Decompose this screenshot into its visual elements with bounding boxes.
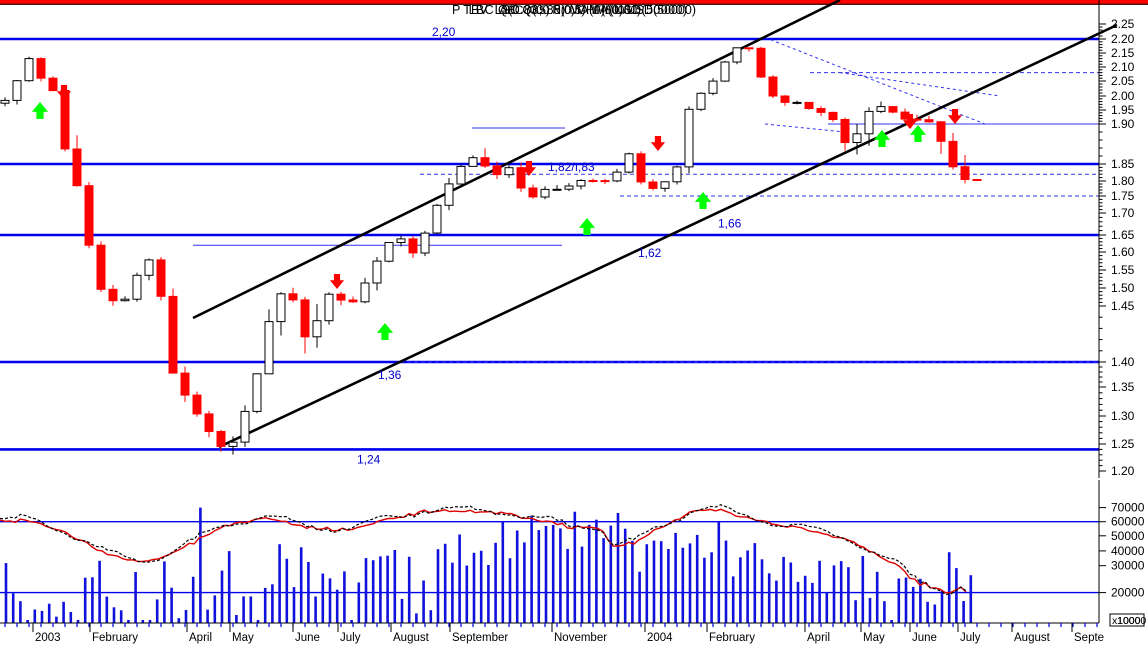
svg-text:2,20: 2,20	[432, 25, 456, 39]
svg-text:1.85: 1.85	[1111, 157, 1135, 171]
svg-text:1,66: 1,66	[718, 217, 742, 231]
svg-text:1.60: 1.60	[1111, 245, 1135, 259]
svg-text:1,62: 1,62	[638, 246, 662, 260]
svg-text:February: February	[92, 632, 138, 644]
svg-text:June: June	[912, 632, 937, 644]
svg-text:April: April	[189, 632, 212, 644]
svg-text:1.35: 1.35	[1111, 380, 1135, 394]
svg-text:10000: 10000	[1117, 615, 1146, 627]
svg-text:40000: 40000	[1111, 544, 1145, 558]
svg-text:February: February	[709, 632, 755, 644]
svg-text:2.00: 2.00	[1111, 89, 1135, 103]
svg-text:1.40: 1.40	[1111, 355, 1135, 369]
svg-text:August: August	[1014, 632, 1051, 644]
svg-text:1.30: 1.30	[1111, 409, 1135, 423]
svg-text:May: May	[863, 632, 885, 644]
svg-text:September: September	[452, 632, 508, 644]
svg-text:60000: 60000	[1111, 515, 1145, 529]
svg-text:2003: 2003	[35, 632, 61, 644]
svg-text:May: May	[232, 632, 254, 644]
svg-text:1.75: 1.75	[1111, 189, 1135, 203]
svg-text:Septe: Septe	[1074, 632, 1104, 644]
svg-text:July: July	[340, 632, 361, 644]
svg-text:50000: 50000	[1111, 529, 1145, 543]
svg-text:1.95: 1.95	[1111, 103, 1135, 117]
svg-text:20000: 20000	[1111, 586, 1145, 600]
svg-text:1,36: 1,36	[378, 368, 402, 382]
svg-text:April: April	[807, 632, 830, 644]
svg-text:1.55: 1.55	[1111, 263, 1135, 277]
svg-text:1,82/ı,83: 1,82/ı,83	[548, 160, 595, 174]
svg-text:August: August	[393, 632, 430, 644]
svg-text:30000: 30000	[1111, 559, 1145, 573]
svg-text:70000: 70000	[1111, 501, 1145, 515]
svg-text:June: June	[295, 632, 320, 644]
svg-text:2.25: 2.25	[1111, 17, 1135, 31]
svg-text:1.45: 1.45	[1111, 299, 1135, 313]
svg-text:1,24: 1,24	[357, 452, 381, 466]
svg-text:2.10: 2.10	[1111, 60, 1135, 74]
svg-text:2.15: 2.15	[1111, 46, 1135, 60]
svg-text:2.05: 2.05	[1111, 74, 1135, 88]
svg-text:1.70: 1.70	[1111, 206, 1135, 220]
svg-text:July: July	[960, 632, 981, 644]
svg-text:ABC (0.5) N(0)/CHF(50000): ABC (0.5) N(0)/CHF(50000)	[499, 3, 641, 17]
svg-text:1.80: 1.80	[1111, 174, 1135, 188]
svg-text:1.65: 1.65	[1111, 228, 1135, 242]
svg-text:1.50: 1.50	[1111, 281, 1135, 295]
svg-text:1.20: 1.20	[1111, 464, 1135, 478]
svg-text:2.20: 2.20	[1111, 32, 1135, 46]
svg-text:November: November	[554, 632, 607, 644]
svg-text:1.90: 1.90	[1111, 117, 1135, 131]
svg-text:2004: 2004	[647, 632, 673, 644]
svg-text:1.25: 1.25	[1111, 437, 1135, 451]
